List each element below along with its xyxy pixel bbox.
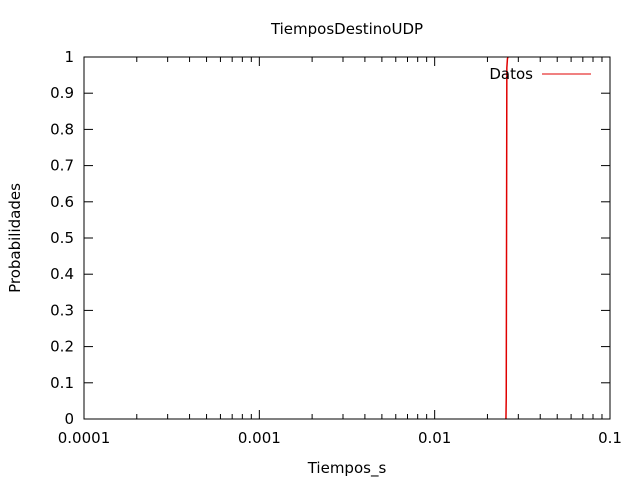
y-tick-label: 0 [64, 410, 74, 428]
legend-label: Datos [489, 65, 533, 83]
y-tick-label: 0.1 [50, 374, 74, 392]
y-tick-label: 0.4 [50, 265, 74, 283]
ticks [83, 56, 611, 420]
y-tick-label: 0.8 [50, 120, 74, 138]
x-tick-label: 0.01 [418, 429, 451, 447]
x-tick-label: 0.001 [238, 429, 281, 447]
y-tick-label: 0.5 [50, 229, 74, 247]
y-tick-label: 0.3 [50, 301, 74, 319]
tick-labels: 0.0001 0.001 0.01 0.1 0 0.1 0.2 0.3 0.4 0.5 0.6 0.7… [50, 48, 622, 447]
x-axis-label: Tiempos_s [307, 459, 387, 478]
x-tick-label: 0.1 [598, 429, 622, 447]
series-line-datos [505, 56, 509, 420]
y-tick-label: 1 [64, 48, 74, 66]
chart-title: TiemposDestinoUDP [270, 20, 423, 38]
x-tick-label: 0.0001 [58, 429, 111, 447]
series-group [505, 56, 509, 420]
y-axis-label: Probabilidades [6, 183, 24, 293]
y-tick-label: 0.9 [50, 84, 74, 102]
legend: Datos [489, 65, 591, 83]
y-tick-label: 0.7 [50, 157, 74, 175]
plot-frame [83, 56, 611, 420]
y-tick-label: 0.6 [50, 193, 74, 211]
y-tick-label: 0.2 [50, 338, 74, 356]
